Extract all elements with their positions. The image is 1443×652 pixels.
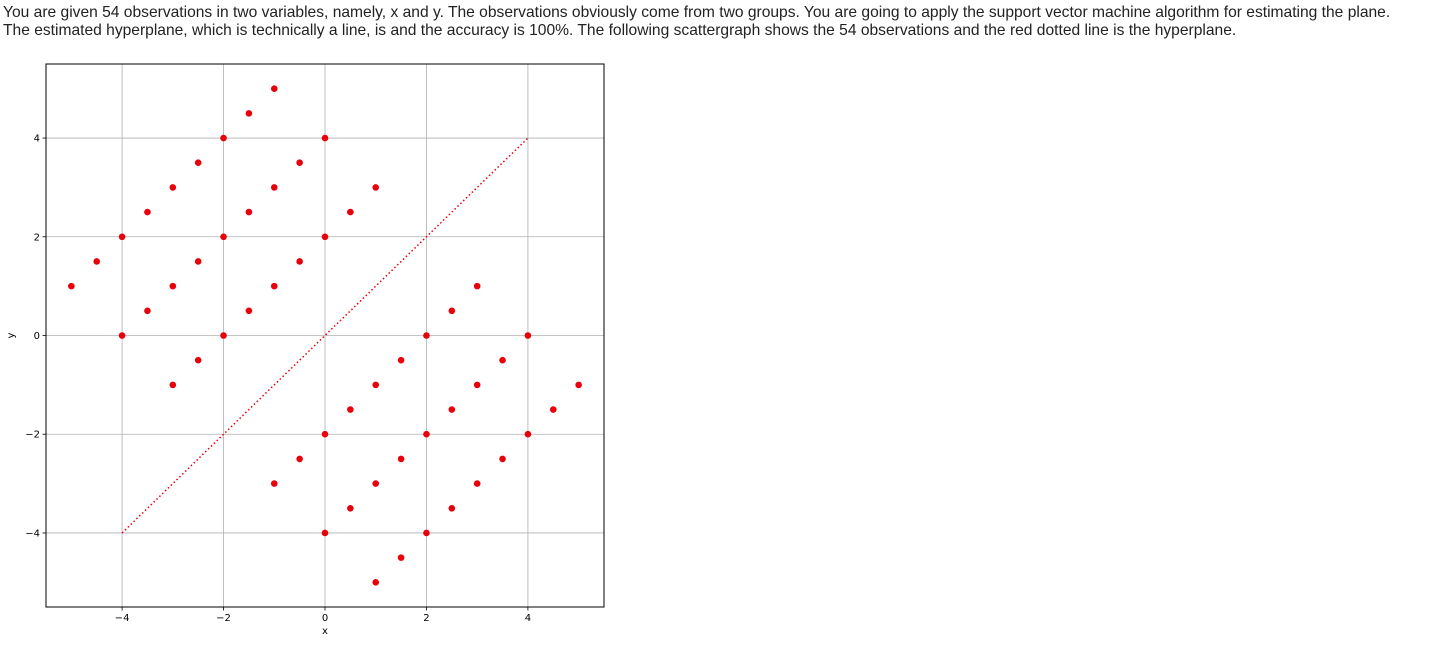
data-point <box>473 480 481 487</box>
data-point <box>321 529 329 537</box>
data-point <box>423 529 430 537</box>
x-ticks: −4 −2 0 2 4 <box>115 607 531 624</box>
data-point <box>321 233 329 241</box>
x-tick-label: −2 <box>216 613 231 624</box>
data-point <box>321 430 329 438</box>
data-point <box>245 208 253 216</box>
y-tick-label: 0 <box>34 331 40 342</box>
data-point <box>93 258 101 265</box>
data-point <box>144 307 151 315</box>
data-point <box>194 159 202 167</box>
data-point <box>118 233 126 241</box>
question-text: You are given 54 observations in two var… <box>3 4 1441 40</box>
data-point <box>270 85 278 92</box>
data-points <box>68 85 582 586</box>
scatter-chart: −4 −2 0 2 4 −4 −2 0 2 4 x y <box>6 63 605 637</box>
data-point <box>169 282 177 290</box>
data-point <box>245 110 253 117</box>
data-point <box>499 356 506 364</box>
data-point <box>423 430 430 438</box>
x-tick-label: 4 <box>525 613 531 624</box>
data-point <box>321 134 329 142</box>
data-point <box>448 406 456 413</box>
data-point <box>270 480 278 487</box>
data-point <box>448 307 456 315</box>
x-axis-label: x <box>322 626 328 637</box>
data-point <box>270 282 278 290</box>
data-point <box>118 332 126 339</box>
y-ticks: −4 −2 0 2 4 <box>25 134 46 539</box>
question-line-2: The estimated hyperplane, which is techn… <box>3 22 1237 39</box>
data-point <box>499 455 506 463</box>
data-point <box>296 159 303 167</box>
x-tick-label: 0 <box>322 613 328 624</box>
data-point <box>473 381 481 389</box>
data-point <box>169 381 177 389</box>
data-point <box>68 282 75 290</box>
data-point <box>169 184 177 191</box>
data-point <box>524 430 532 438</box>
data-point <box>524 332 532 339</box>
data-point <box>220 233 227 241</box>
data-point <box>448 504 456 512</box>
data-point <box>270 184 278 191</box>
y-axis-label: y <box>6 332 17 338</box>
data-point <box>397 554 405 561</box>
data-point <box>194 258 202 265</box>
data-point <box>423 332 430 339</box>
data-point <box>347 504 354 512</box>
x-tick-label: 2 <box>423 613 429 624</box>
data-point <box>397 455 405 463</box>
data-point <box>245 307 253 315</box>
question-line-1: You are given 54 observations in two var… <box>3 4 1391 21</box>
data-point <box>220 332 227 339</box>
data-point <box>372 480 380 487</box>
y-tick-label: 4 <box>34 134 40 145</box>
data-point <box>397 356 405 364</box>
y-tick-label: −2 <box>25 430 40 441</box>
data-point <box>347 406 354 413</box>
y-tick-label: −4 <box>25 528 40 539</box>
data-point <box>575 381 582 389</box>
data-point <box>144 208 151 216</box>
data-point <box>372 184 380 191</box>
data-point <box>347 208 354 216</box>
grid-lines <box>46 64 604 607</box>
data-point <box>372 381 380 389</box>
data-point <box>220 134 227 142</box>
x-tick-label: −4 <box>115 613 130 624</box>
data-point <box>549 406 557 413</box>
data-point <box>372 579 380 586</box>
data-point <box>296 258 303 265</box>
data-point <box>296 455 303 463</box>
data-point <box>473 282 481 290</box>
y-tick-label: 2 <box>34 232 40 243</box>
data-point <box>194 356 202 364</box>
